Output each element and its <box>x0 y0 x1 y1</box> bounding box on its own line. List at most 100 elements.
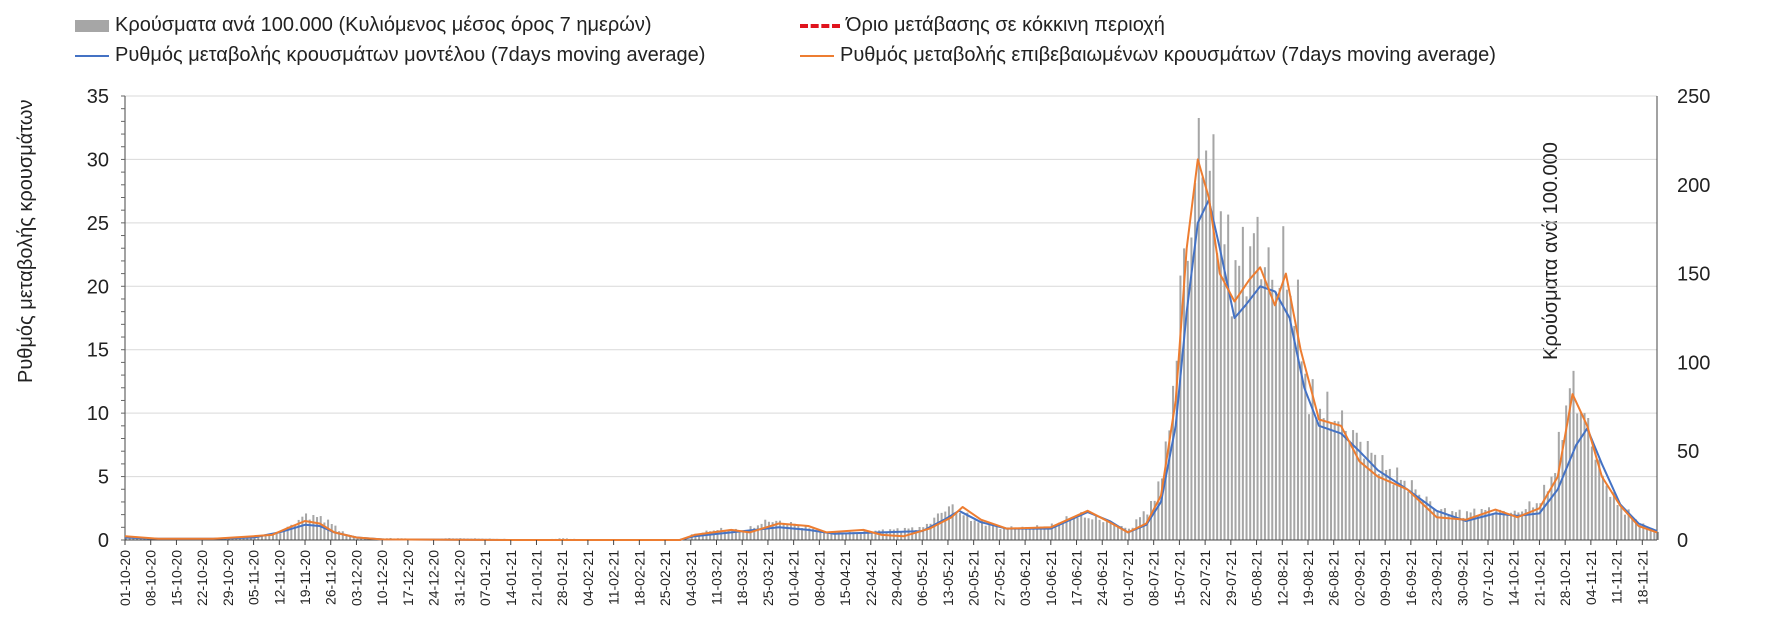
bar <box>867 530 870 540</box>
bar <box>716 530 719 540</box>
bar <box>1296 279 1299 540</box>
x-tick-label: 08-07-21 <box>1146 550 1162 606</box>
bar <box>1609 496 1612 540</box>
bar <box>1491 514 1494 540</box>
x-tick-label: 20-05-21 <box>966 550 982 606</box>
bar <box>1447 515 1450 540</box>
bar <box>1388 468 1391 540</box>
bar <box>1069 519 1072 540</box>
bar <box>1227 214 1230 541</box>
bar <box>1546 491 1549 540</box>
bar <box>1627 509 1630 540</box>
bar <box>742 531 745 540</box>
legend-item-orange: Ρυθμός μεταβολής επιβεβαιωμένων κρουσμάτ… <box>800 44 1496 67</box>
bar <box>1197 117 1200 540</box>
bar <box>955 512 958 540</box>
bar <box>753 527 756 540</box>
bar <box>1300 361 1303 540</box>
x-tick-label: 22-10-20 <box>194 550 210 606</box>
bar <box>1190 237 1193 541</box>
bar <box>1407 491 1410 540</box>
x-tick-label: 14-01-21 <box>503 550 519 606</box>
bar <box>1572 370 1575 540</box>
bar <box>1355 432 1358 540</box>
bar <box>1524 509 1527 540</box>
bar <box>1495 509 1498 540</box>
bar <box>1473 508 1476 540</box>
bar <box>1278 287 1281 540</box>
bar <box>951 504 954 540</box>
bar <box>260 535 263 540</box>
bar <box>1080 512 1083 540</box>
bar <box>1506 515 1509 540</box>
bar <box>1061 523 1064 540</box>
x-tick-label: 04-03-21 <box>683 550 699 606</box>
bar <box>1017 528 1020 540</box>
legend-item-red: Όριο μετάβασης σε κόκκινη περιοχή <box>800 14 1165 37</box>
bar <box>349 535 352 540</box>
bar <box>1249 246 1252 540</box>
legend-swatch-red <box>800 23 840 28</box>
bar <box>745 530 748 540</box>
bar <box>1120 525 1123 540</box>
x-tick-label: 13-05-21 <box>940 550 956 606</box>
bar <box>863 531 866 540</box>
bar <box>338 531 341 540</box>
bar <box>1116 527 1119 540</box>
bar <box>958 513 961 540</box>
x-tick-label: 15-07-21 <box>1171 550 1187 606</box>
bar <box>1587 418 1590 540</box>
x-tick-label: 03-06-21 <box>1017 550 1033 606</box>
bar <box>944 511 947 540</box>
bar <box>1561 440 1564 540</box>
bar <box>1054 524 1057 540</box>
chart-legend: Κρούσματα ανά 100.000 (Κυλιόμενος μέσος … <box>0 14 1771 84</box>
bar <box>279 533 282 540</box>
y2-tick-label: 200 <box>1677 175 1710 197</box>
bar <box>723 530 726 540</box>
bar <box>1429 501 1432 540</box>
legend-item-blue: Ρυθμός μεταβολής κρουσμάτων μοντέλου (7d… <box>75 44 705 67</box>
bar <box>1127 528 1130 540</box>
bar <box>922 527 925 540</box>
bar <box>1282 226 1285 540</box>
x-tick-label: 01-04-21 <box>786 550 802 606</box>
bar <box>1528 501 1531 540</box>
bar <box>1594 459 1597 540</box>
bar <box>1186 260 1189 540</box>
x-tick-label: 12-11-20 <box>271 550 287 605</box>
series-line-model <box>124 199 1658 541</box>
x-tick-label: 17-06-21 <box>1069 550 1085 606</box>
bar <box>1179 275 1182 540</box>
x-tick-label: 10-06-21 <box>1043 550 1059 606</box>
bar <box>1425 496 1428 540</box>
bar <box>1605 485 1608 540</box>
bar <box>775 520 778 540</box>
bar <box>1208 170 1211 541</box>
bar <box>1263 267 1266 540</box>
bar <box>1418 494 1421 540</box>
legend-item-bars: Κρούσματα ανά 100.000 (Κυλιόμενος μέσος … <box>75 14 652 37</box>
x-tick-label: 26-08-21 <box>1326 550 1342 606</box>
bar <box>1631 517 1634 540</box>
bar <box>999 529 1002 540</box>
x-tick-label: 01-10-20 <box>117 550 133 606</box>
bar <box>1480 508 1483 540</box>
bar <box>1565 405 1568 540</box>
y-tick-label: 20 <box>87 276 109 298</box>
bar <box>856 532 859 540</box>
x-tick-label: 11-03-21 <box>709 550 725 605</box>
bar <box>819 529 822 540</box>
x-tick-label: 09-09-21 <box>1377 550 1393 606</box>
bar <box>1058 522 1061 540</box>
legend-label-bars: Κρούσματα ανά 100.000 (Κυλιόμενος μέσος … <box>115 14 652 36</box>
x-tick-label: 17-12-20 <box>400 550 416 606</box>
bar <box>1590 446 1593 540</box>
bar <box>1315 417 1318 540</box>
bar <box>1396 467 1399 540</box>
bar <box>1454 512 1457 540</box>
x-tick-label: 27-05-21 <box>991 550 1007 606</box>
bar <box>293 524 297 540</box>
bar <box>301 516 304 540</box>
bar <box>1359 441 1362 540</box>
